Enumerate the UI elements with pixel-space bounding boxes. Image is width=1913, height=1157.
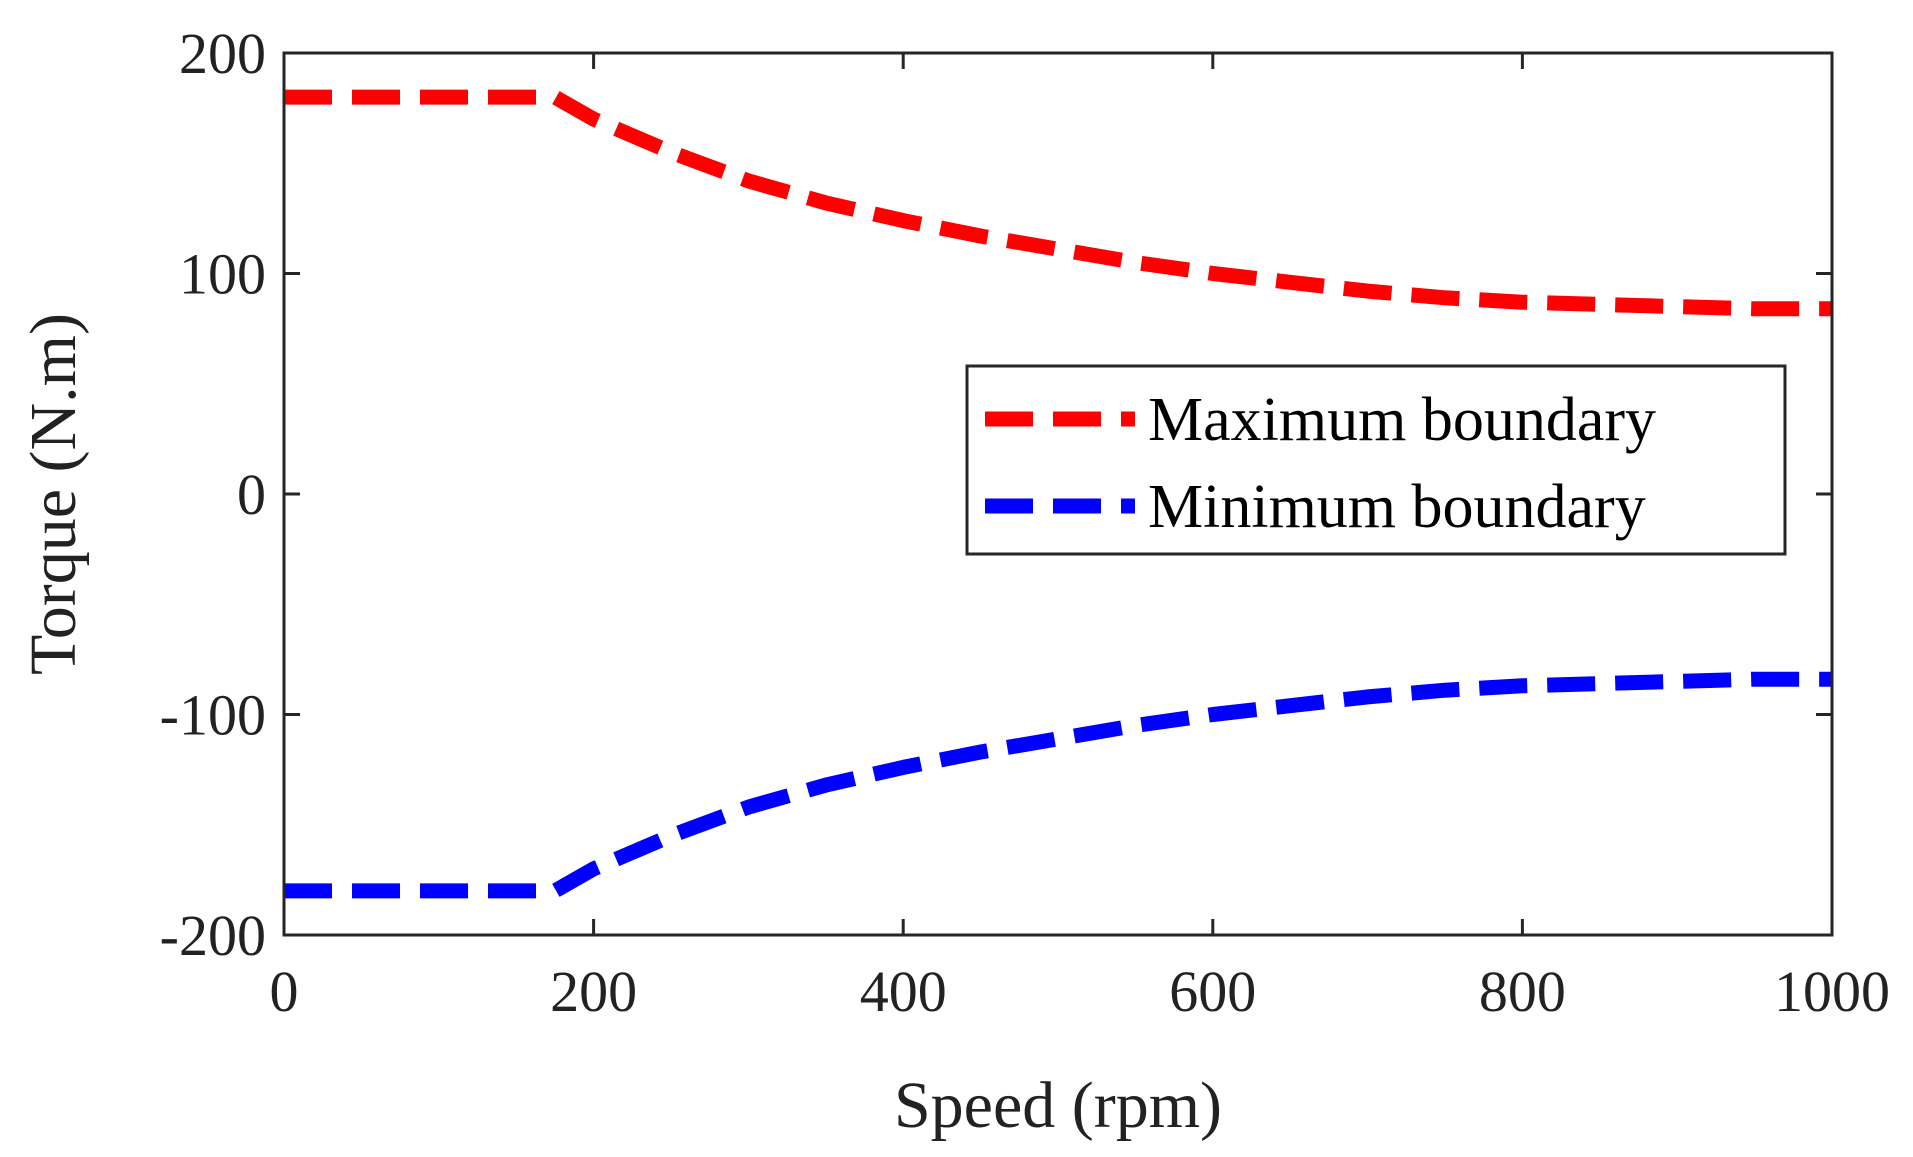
legend-label-minimum: Minimum boundary [1148,473,1646,541]
tick-labels-layer: 0 200 400 600 800 1000 -200 -100 0 100 200 [160,21,1890,1024]
y-tick-label: -200 [160,903,266,968]
y-tick-label: 0 [237,462,266,527]
y-tick-label: -100 [160,683,266,748]
y-tick-label: 100 [179,242,266,307]
x-axis-title: Speed (rpm) [894,1069,1222,1142]
legend-label-maximum: Maximum boundary [1148,386,1656,454]
y-tick-label: 200 [179,21,266,86]
y-axis-title: Torque (N.m) [17,313,90,675]
legend: Maximum boundary Minimum boundary [965,364,1787,556]
x-tick-label: 1000 [1774,959,1890,1024]
x-tick-label: 0 [270,959,299,1024]
x-tick-label: 800 [1479,959,1566,1024]
x-tick-label: 200 [550,959,637,1024]
legend-box [965,364,1787,556]
ticks-layer [282,51,1834,937]
x-tick-label: 400 [860,959,947,1024]
x-tick-label: 600 [1169,959,1256,1024]
